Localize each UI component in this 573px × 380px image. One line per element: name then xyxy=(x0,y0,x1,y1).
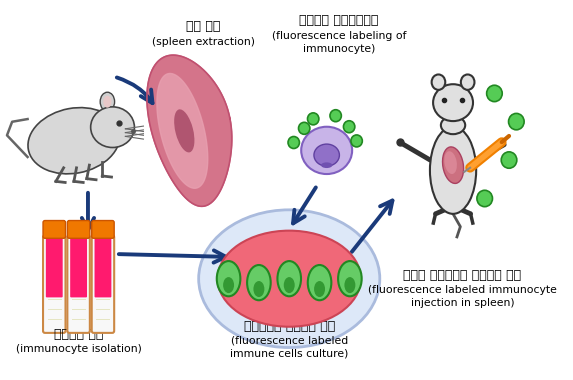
Ellipse shape xyxy=(288,136,300,149)
Ellipse shape xyxy=(314,144,339,166)
Text: (immunocyte isolation): (immunocyte isolation) xyxy=(15,344,142,354)
Ellipse shape xyxy=(218,231,361,327)
Ellipse shape xyxy=(501,152,517,168)
Ellipse shape xyxy=(223,277,234,293)
Ellipse shape xyxy=(277,261,301,296)
Text: 비장에 형광표지된 면역세포 주입: 비장에 형광표지된 면역세포 주입 xyxy=(403,269,521,282)
Ellipse shape xyxy=(330,110,342,122)
FancyBboxPatch shape xyxy=(68,220,90,238)
Ellipse shape xyxy=(321,162,332,168)
Ellipse shape xyxy=(477,190,492,207)
Ellipse shape xyxy=(486,85,502,101)
Text: (spleen extraction): (spleen extraction) xyxy=(152,37,254,47)
FancyBboxPatch shape xyxy=(43,220,65,238)
FancyBboxPatch shape xyxy=(92,220,114,238)
Ellipse shape xyxy=(103,96,112,108)
Polygon shape xyxy=(147,55,232,206)
Text: (fluorescence labeled immunocyte: (fluorescence labeled immunocyte xyxy=(368,285,557,296)
Ellipse shape xyxy=(442,147,464,184)
Ellipse shape xyxy=(199,210,380,348)
Text: 면역세포 동정: 면역세포 동정 xyxy=(54,328,103,341)
Ellipse shape xyxy=(344,277,355,293)
Ellipse shape xyxy=(461,74,474,90)
Text: (fluorescence labeling of: (fluorescence labeling of xyxy=(272,31,406,41)
FancyBboxPatch shape xyxy=(43,235,65,333)
Text: 면역세포 형광물지표지: 면역세포 형광물지표지 xyxy=(299,14,379,27)
Text: (fluorescence labeled: (fluorescence labeled xyxy=(230,336,348,346)
Ellipse shape xyxy=(441,116,465,134)
Ellipse shape xyxy=(431,74,445,90)
FancyBboxPatch shape xyxy=(46,238,62,298)
Ellipse shape xyxy=(509,113,524,130)
Ellipse shape xyxy=(308,265,331,300)
Ellipse shape xyxy=(299,122,310,134)
Ellipse shape xyxy=(351,135,362,147)
Text: immune cells culture): immune cells culture) xyxy=(230,348,348,358)
Ellipse shape xyxy=(247,265,270,300)
Polygon shape xyxy=(157,73,208,188)
Ellipse shape xyxy=(91,107,135,147)
Text: injection in spleen): injection in spleen) xyxy=(411,298,514,308)
Ellipse shape xyxy=(284,277,295,293)
FancyBboxPatch shape xyxy=(95,238,111,298)
Ellipse shape xyxy=(301,127,352,174)
Ellipse shape xyxy=(433,84,473,121)
Text: 비장 적출: 비장 적출 xyxy=(186,21,220,33)
FancyBboxPatch shape xyxy=(92,235,114,333)
Ellipse shape xyxy=(314,281,325,297)
FancyBboxPatch shape xyxy=(70,238,87,298)
Text: 형광표지된 면역세포 배양: 형광표지된 면역세포 배양 xyxy=(244,320,335,333)
Ellipse shape xyxy=(100,92,115,111)
Ellipse shape xyxy=(444,151,457,174)
Ellipse shape xyxy=(430,127,476,214)
Text: immunocyte): immunocyte) xyxy=(303,44,375,54)
Ellipse shape xyxy=(308,113,319,125)
Ellipse shape xyxy=(253,281,264,297)
Ellipse shape xyxy=(28,108,120,174)
Ellipse shape xyxy=(217,261,240,296)
Ellipse shape xyxy=(343,121,355,133)
FancyBboxPatch shape xyxy=(68,235,90,333)
Ellipse shape xyxy=(338,261,362,296)
Ellipse shape xyxy=(174,109,194,152)
